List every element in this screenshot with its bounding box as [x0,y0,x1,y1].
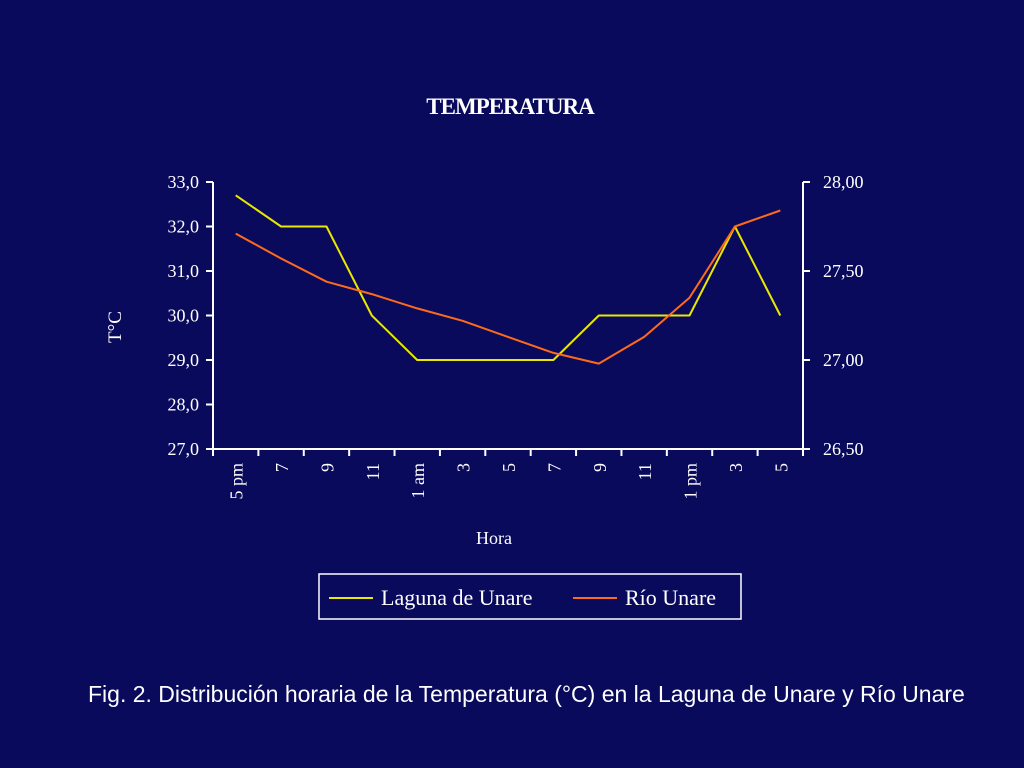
series-line-laguna [235,194,782,361]
legend: Laguna de Unare Río Unare [318,573,742,620]
x-tick-label: 7 [272,463,292,472]
x-tick-label: 3 [726,463,746,472]
x-tick-label: 3 [454,463,474,472]
x-tick-label: 7 [544,463,564,472]
legend-label-rio: Río Unare [625,585,716,610]
x-tick-label: 5 [771,463,791,472]
axes [206,181,810,456]
right-tick-label: 27,00 [823,350,864,370]
x-tick-label: 9 [590,463,610,472]
x-tick-label: 9 [317,463,337,472]
x-axis-label: Hora [476,528,512,548]
left-tick-label: 27,0 [168,439,200,459]
y-axis-label: T°C [105,311,126,343]
right-tick-label: 28,00 [823,172,864,192]
left-tick-label: 30,0 [168,306,200,326]
left-tick-label: 32,0 [168,217,200,237]
x-tick-label: 5 pm [227,463,247,500]
x-tick-label: 11 [363,463,383,480]
left-tick-label: 33,0 [168,172,200,192]
left-tick-label: 31,0 [168,261,200,281]
series-lines [235,194,782,365]
legend-label-laguna: Laguna de Unare [381,585,532,610]
x-tick-label: 5 [499,463,519,472]
x-tick-label: 1 pm [681,463,701,500]
legend-box [318,573,742,620]
chart-title: TEMPERATURA [426,94,595,119]
x-tick-label: 11 [635,463,655,480]
figure-caption: Fig. 2. Distribución horaria de la Tempe… [88,681,965,707]
right-tick-label: 26,50 [823,439,864,459]
left-tick-label: 29,0 [168,350,200,370]
right-tick-label: 27,50 [823,261,864,281]
x-tick-label: 1 am [408,463,428,499]
series-line-rio [235,209,781,365]
tick-labels: 33,0 32,0 31,0 30,0 29,0 28,0 27,0 28,00 27,50 27… [168,172,864,500]
left-tick-label: 28,0 [168,395,200,415]
